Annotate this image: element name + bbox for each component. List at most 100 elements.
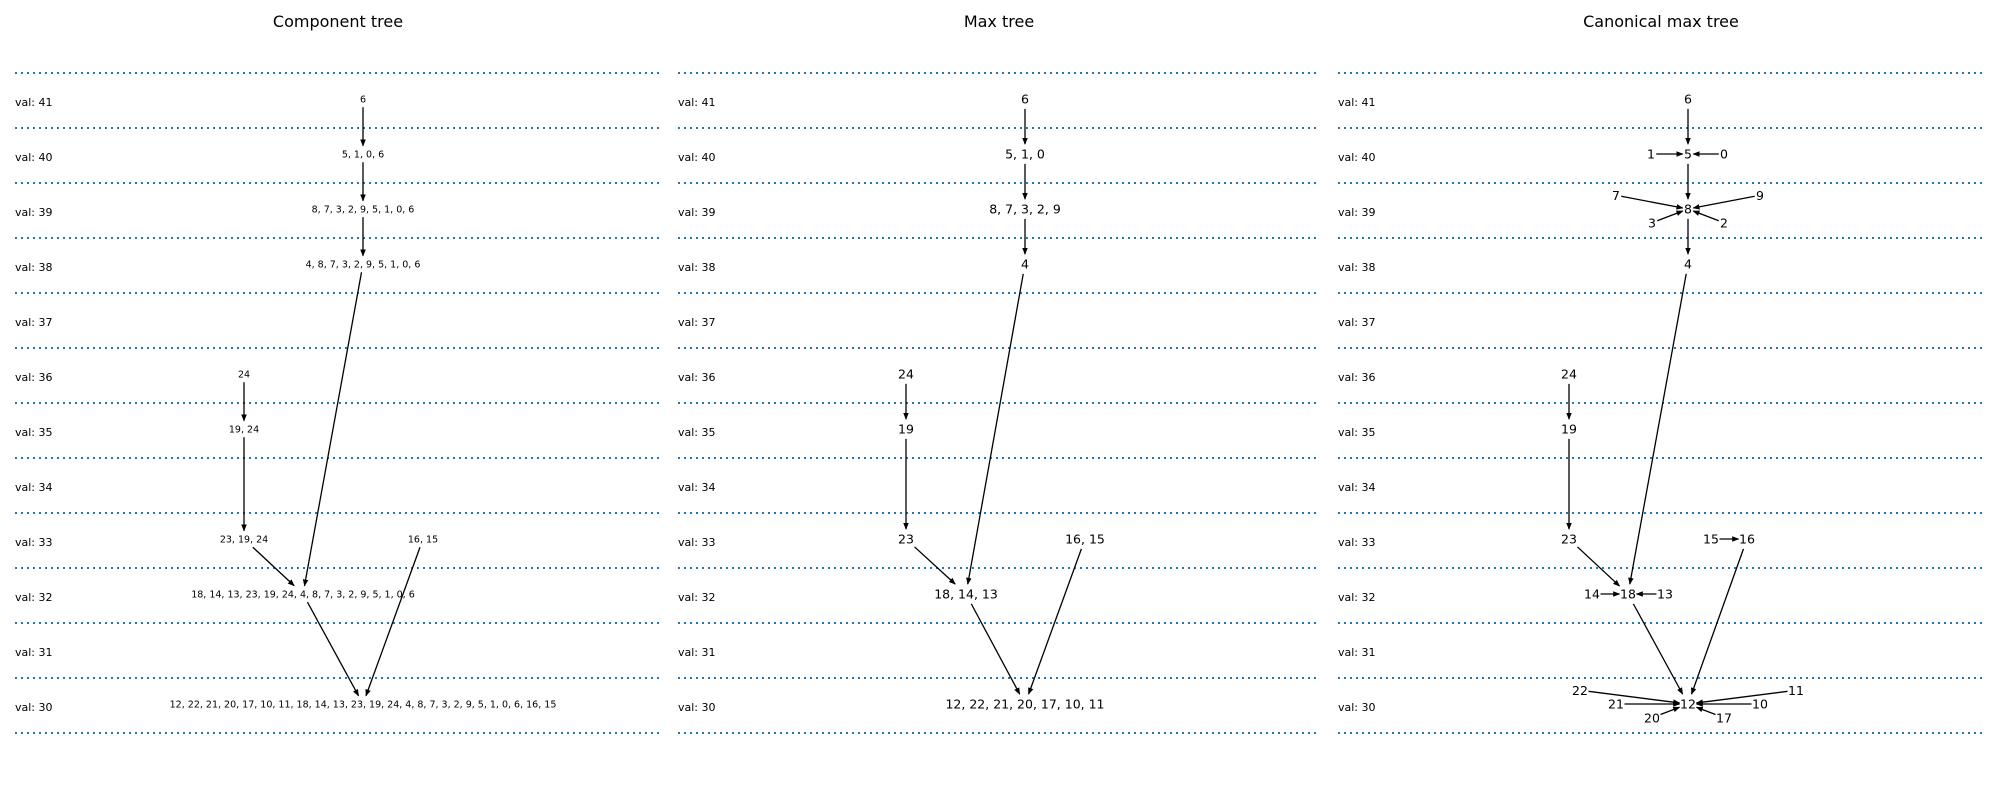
- node-label: 22: [1572, 683, 1588, 698]
- level-label: val: 39: [15, 206, 53, 219]
- node-label: 11: [1788, 683, 1804, 698]
- node-label: 23: [898, 532, 914, 547]
- level-label: val: 39: [678, 206, 716, 219]
- level-label: val: 34: [15, 481, 53, 494]
- node-label: 2: [1720, 215, 1728, 230]
- edge-n38-n32: [302, 272, 363, 587]
- node-label: 4, 8, 7, 3, 2, 9, 5, 1, 0, 6: [306, 259, 421, 270]
- level-label: val: 35: [15, 426, 53, 439]
- edges: [903, 108, 1083, 695]
- level-label: val: 40: [1338, 151, 1376, 164]
- edge-c2-c8: [1692, 210, 1719, 222]
- level-label: val: 34: [1338, 481, 1376, 494]
- level-label: val: 30: [15, 701, 53, 714]
- node-label: 6: [360, 94, 366, 105]
- node-label: 21: [1608, 697, 1624, 712]
- level-label: val: 35: [1338, 426, 1376, 439]
- panel-title: Canonical max tree: [1583, 12, 1739, 31]
- node-label: 0: [1720, 147, 1728, 162]
- edges: [241, 107, 421, 697]
- edge-c23-c18: [1577, 546, 1621, 587]
- node-label: 12, 22, 21, 20, 17, 10, 11: [945, 697, 1104, 712]
- node-label: 8, 7, 3, 2, 9, 5, 1, 0, 6: [312, 204, 415, 215]
- level-label: val: 33: [15, 536, 53, 549]
- level-label: val: 36: [15, 371, 53, 384]
- level-label: val: 32: [678, 591, 716, 604]
- node-label: 6: [1684, 92, 1692, 107]
- level-label: val: 36: [1338, 371, 1376, 384]
- level-label: val: 33: [1338, 536, 1376, 549]
- level-label: val: 32: [15, 591, 53, 604]
- level-label: val: 33: [678, 536, 716, 549]
- node-label: 6: [1021, 92, 1029, 107]
- panel-title: Component tree: [273, 12, 403, 31]
- node-label: 15: [1703, 532, 1719, 547]
- level-label: val: 41: [1338, 96, 1376, 109]
- level-label: val: 37: [15, 316, 53, 329]
- node-label: 16, 15: [408, 534, 438, 545]
- level-label: val: 30: [1338, 701, 1376, 714]
- level-label: val: 40: [678, 151, 716, 164]
- edge-m33a-m32: [914, 546, 956, 585]
- edge-n33a-n32: [252, 546, 295, 587]
- edge-n32-n30: [306, 601, 360, 697]
- node-label: 19: [898, 422, 914, 437]
- edge-c3-c8: [1657, 210, 1684, 222]
- panel-1: Max tree val: 41 val: 40 val: 39 val: 38 val:…: [678, 12, 1320, 734]
- node-label: 12, 22, 21, 20, 17, 10, 11, 18, 14, 13, …: [170, 699, 557, 710]
- node-label: 18, 14, 13, 23, 19, 24, 4, 8, 7, 3, 2, 9…: [191, 589, 415, 600]
- edge-m32-m30: [970, 603, 1021, 695]
- level-label: val: 41: [15, 96, 53, 109]
- edge-m33b-m30: [1027, 548, 1083, 695]
- node-label: 4: [1021, 257, 1029, 272]
- edge-c20-c12: [1660, 706, 1681, 716]
- node-label: 16, 15: [1065, 532, 1105, 547]
- level-label: val: 39: [1338, 206, 1376, 219]
- edge-c17-c12: [1695, 706, 1716, 716]
- edge-c11-c12: [1695, 690, 1788, 705]
- level-label: val: 31: [1338, 646, 1376, 659]
- node-label: 12: [1680, 697, 1696, 712]
- node-label: 5, 1, 0: [1005, 147, 1045, 162]
- level-label: val: 31: [678, 646, 716, 659]
- level-label: val: 30: [678, 701, 716, 714]
- node-label: 5: [1684, 147, 1692, 162]
- node-label: 24: [898, 367, 914, 382]
- node-label: 3: [1648, 215, 1656, 230]
- node-label: 19: [1561, 422, 1577, 437]
- level-label: val: 40: [15, 151, 53, 164]
- level-label: val: 41: [678, 96, 716, 109]
- edges: [1566, 108, 1788, 716]
- edge-c4-c18: [1628, 273, 1687, 585]
- level-label: val: 32: [1338, 591, 1376, 604]
- node-label: 23, 19, 24: [220, 534, 268, 545]
- edge-c18-c12: [1632, 603, 1684, 695]
- level-label: val: 31: [15, 646, 53, 659]
- edge-c7-c8: [1621, 195, 1684, 210]
- node-label: 14: [1584, 587, 1600, 602]
- edge-c9-c8: [1692, 195, 1755, 210]
- node-label: 23: [1561, 532, 1577, 547]
- node-label: 18: [1620, 587, 1636, 602]
- edge-n33b-n30: [365, 547, 421, 697]
- node-label: 9: [1756, 188, 1764, 203]
- level-label: val: 37: [678, 316, 716, 329]
- node-label: 24: [238, 369, 250, 380]
- node-label: 5, 1, 0, 6: [342, 149, 384, 160]
- level-label: val: 38: [15, 261, 53, 274]
- node-label: 8, 7, 3, 2, 9: [989, 202, 1061, 217]
- panel-2: Canonical max tree val: 41 val: 40 val: 39 v…: [1338, 12, 1985, 734]
- level-label: val: 34: [678, 481, 716, 494]
- panel-title: Max tree: [964, 12, 1034, 31]
- node-label: 10: [1752, 697, 1768, 712]
- node-label: 13: [1657, 587, 1673, 602]
- level-label: val: 38: [1338, 261, 1376, 274]
- node-label: 16: [1739, 532, 1755, 547]
- node-label: 1: [1647, 147, 1655, 162]
- node-label: 8: [1684, 202, 1692, 217]
- edge-c22-c12: [1588, 690, 1681, 705]
- node-label: 17: [1716, 710, 1732, 725]
- level-label: val: 36: [678, 371, 716, 384]
- node-label: 24: [1561, 367, 1577, 382]
